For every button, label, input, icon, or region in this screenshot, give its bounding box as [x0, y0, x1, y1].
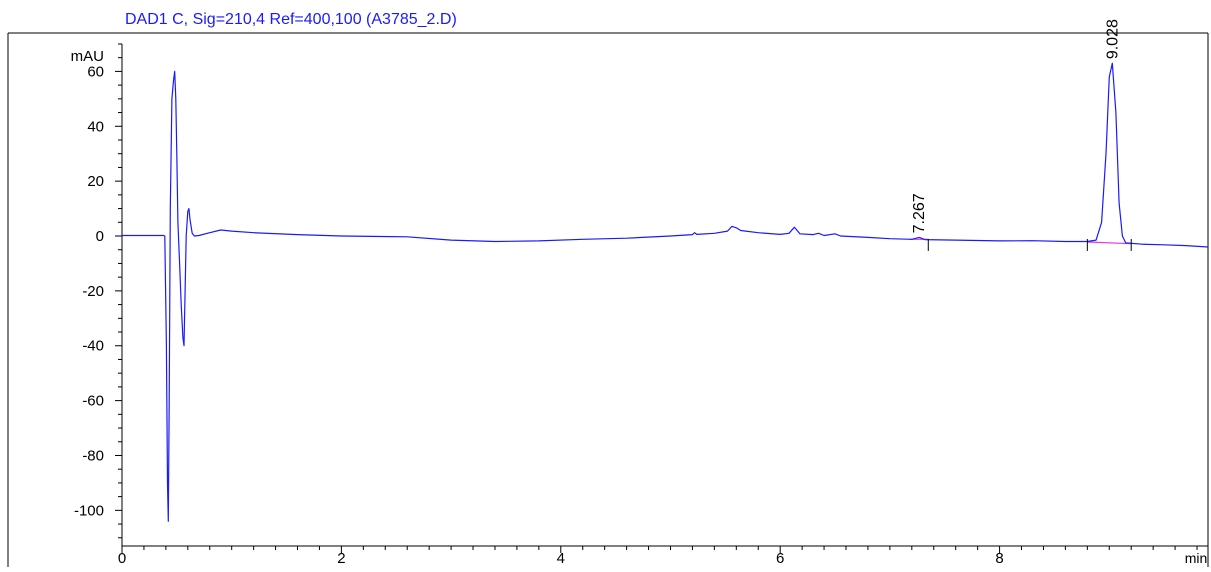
y-tick-label: 60	[87, 63, 104, 80]
x-tick-label: 6	[776, 550, 784, 567]
x-tick-label: 0	[118, 550, 126, 567]
y-tick-label: 40	[87, 118, 104, 135]
x-tick-label: 2	[337, 550, 345, 567]
y-axis-label: mAU	[71, 48, 104, 65]
y-tick-label: -20	[82, 283, 104, 300]
y-tick-label: -40	[82, 338, 104, 355]
y-tick-label: -80	[82, 447, 104, 464]
chart-title: DAD1 C, Sig=210,4 Ref=400,100 (A3785_2.D…	[125, 11, 457, 28]
peak-label: 9.028	[1104, 19, 1121, 59]
x-tick-label: 8	[995, 550, 1003, 567]
y-tick-label: 20	[87, 173, 104, 190]
x-axis-label: min	[1185, 550, 1208, 566]
y-tick-label: -100	[74, 502, 104, 519]
y-tick-label: -60	[82, 393, 104, 410]
x-tick-label: 4	[557, 550, 565, 567]
integration-baseline	[1087, 241, 1132, 245]
y-tick-label: 0	[96, 228, 104, 245]
signal-trace	[122, 62, 1209, 522]
peak-label: 7.267	[911, 193, 928, 233]
